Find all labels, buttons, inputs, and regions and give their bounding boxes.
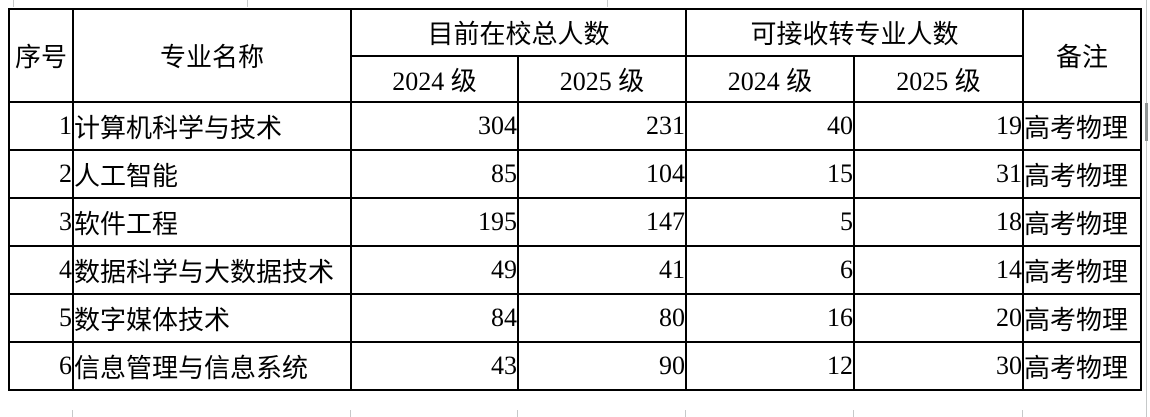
cell-seq: 5 — [8, 293, 74, 343]
cell-current-2025: 231 — [516, 101, 688, 151]
header-current-total-group: 目前在校总人数 — [349, 8, 688, 57]
table-row: 1 计算机科学与技术 304 231 40 19 高考物理 — [8, 101, 1143, 151]
sheet-gridline-bottom-stub — [350, 410, 351, 417]
cell-transfer-2024: 16 — [685, 293, 856, 343]
cell-remark: 高考物理 — [1022, 197, 1143, 247]
cell-remark: 高考物理 — [1022, 245, 1143, 295]
header-major-name: 专业名称 — [72, 8, 352, 103]
table-row: 6 信息管理与信息系统 43 90 12 30 高考物理 — [8, 341, 1143, 391]
sheet-gridline-top-stub — [247, 0, 248, 7]
cell-seq: 6 — [8, 341, 74, 391]
cell-transfer-2025: 18 — [853, 197, 1025, 247]
major-transfer-table: 序号 专业名称 目前在校总人数 可接收转专业人数 备注 2024 级 2025 … — [8, 8, 1143, 391]
sheet-gridline-top-stub — [607, 0, 608, 7]
cell-transfer-2025: 20 — [853, 293, 1025, 343]
sheet-gridline-bottom-stub — [72, 410, 73, 417]
cell-seq: 3 — [8, 197, 74, 247]
table-row: 3 软件工程 195 147 5 18 高考物理 — [8, 197, 1143, 247]
cell-remark: 高考物理 — [1022, 341, 1143, 391]
cell-current-2024: 304 — [350, 101, 519, 151]
cell-current-2025: 41 — [516, 245, 688, 295]
cell-current-2025: 80 — [516, 293, 688, 343]
cell-seq: 1 — [8, 101, 74, 151]
cell-transfer-2024: 5 — [685, 197, 856, 247]
sheet-gridline-bottom-stub — [1022, 410, 1023, 417]
cell-major: 人工智能 — [72, 149, 352, 199]
header-transfer-2024: 2024 级 — [685, 55, 856, 103]
cell-current-2024: 85 — [350, 149, 519, 199]
cell-current-2025: 90 — [516, 341, 688, 391]
sheet-gridline-right — [1146, 0, 1147, 417]
cell-current-2024: 84 — [350, 293, 519, 343]
cell-current-2025: 147 — [516, 197, 688, 247]
cell-transfer-2025: 30 — [853, 341, 1025, 391]
cell-transfer-2025: 19 — [853, 101, 1025, 151]
cell-current-2025: 104 — [516, 149, 688, 199]
cell-current-2024: 195 — [350, 197, 519, 247]
header-current-2024: 2024 级 — [350, 55, 519, 103]
cell-major: 计算机科学与技术 — [72, 101, 352, 151]
table-row: 5 数字媒体技术 84 80 16 20 高考物理 — [8, 293, 1143, 343]
cell-current-2024: 43 — [350, 341, 519, 391]
cell-major: 信息管理与信息系统 — [72, 341, 352, 391]
header-remark: 备注 — [1022, 8, 1143, 103]
header-seq: 序号 — [8, 8, 74, 103]
cell-transfer-2024: 40 — [685, 101, 856, 151]
header-row-cohorts: 2024 级 2025 级 2024 级 2025 级 — [9, 55, 1141, 103]
cell-seq: 4 — [8, 245, 74, 295]
cell-current-2024: 49 — [350, 245, 519, 295]
sheet-gridline-right-stub — [1145, 103, 1148, 141]
sheet-gridline-bottom-stub — [853, 410, 854, 417]
cell-transfer-2024: 12 — [685, 341, 856, 391]
sheet-gridline-bottom-stub — [517, 410, 518, 417]
cell-major: 软件工程 — [72, 197, 352, 247]
cell-major: 数字媒体技术 — [72, 293, 352, 343]
cell-seq: 2 — [8, 149, 74, 199]
header-current-2025: 2025 级 — [516, 55, 688, 103]
header-row-groups: 序号 专业名称 目前在校总人数 可接收转专业人数 备注 — [8, 8, 1143, 103]
cell-major: 数据科学与大数据技术 — [72, 245, 352, 295]
sheet-gridline-top-stub — [13, 0, 14, 7]
cell-remark: 高考物理 — [1022, 149, 1143, 199]
cell-transfer-2024: 6 — [685, 245, 856, 295]
cell-remark: 高考物理 — [1022, 293, 1143, 343]
table-row: 4 数据科学与大数据技术 49 41 6 14 高考物理 — [8, 245, 1143, 295]
header-transfer-2025: 2025 级 — [853, 55, 1025, 103]
cell-transfer-2025: 14 — [853, 245, 1025, 295]
table-row: 2 人工智能 85 104 15 31 高考物理 — [8, 149, 1143, 199]
header-transfer-capacity-group: 可接收转专业人数 — [685, 8, 1025, 57]
sheet-gridline-bottom-stub — [685, 410, 686, 417]
cell-remark: 高考物理 — [1022, 101, 1143, 151]
cell-transfer-2025: 31 — [853, 149, 1025, 199]
cell-transfer-2024: 15 — [685, 149, 856, 199]
